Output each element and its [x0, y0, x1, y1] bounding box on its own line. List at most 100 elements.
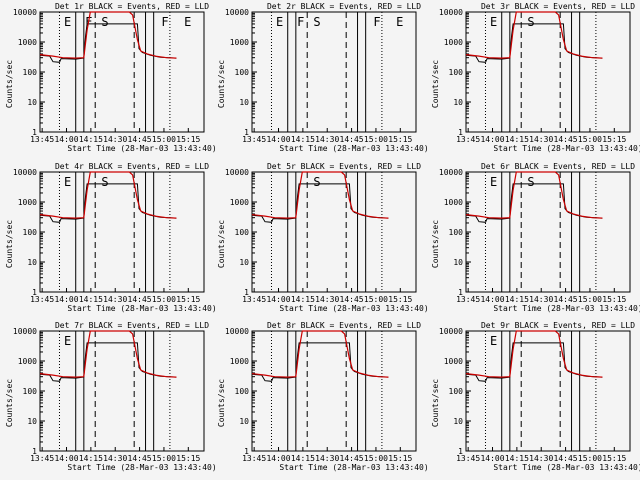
segment-letter: E [276, 15, 283, 29]
x-tick-label: 15:15 [176, 454, 200, 463]
panel-det-9: Det 9r BLACK = Events, RED = LLD 1 10 100 10… [431, 321, 640, 472]
y-tick-label: 1000 [18, 38, 37, 47]
x-tick-label: 15:15 [602, 295, 626, 304]
y-tick-label: 10000 [13, 8, 37, 17]
segment-letter: S [101, 15, 108, 29]
segment-letter: E [396, 15, 403, 29]
x-tick-label: 14:15 [79, 295, 103, 304]
panel-det-4: Det 4r BLACK = Events, RED = LLD 1 10 100 10… [5, 162, 217, 313]
x-tick-label: 13:45 [30, 295, 54, 304]
y-axis-label: Counts/sec [217, 220, 226, 268]
x-tick-label: 14:15 [505, 295, 529, 304]
y-tick-label: 10000 [439, 327, 463, 336]
y-tick-label: 1000 [444, 38, 463, 47]
x-tick-label: 14:30 [529, 295, 553, 304]
x-tick-label: 15:00 [578, 135, 602, 144]
segment-letter: E [490, 175, 497, 189]
segment-letter: F [161, 15, 168, 29]
x-tick-label: 14:30 [103, 135, 127, 144]
plot-frame [465, 171, 631, 293]
x-tick-label: 15:15 [602, 454, 626, 463]
y-axis-label: Counts/sec [5, 220, 14, 268]
segment-letter: E [184, 15, 191, 29]
y-tick-label: 10000 [13, 327, 37, 336]
y-axis-label: Counts/sec [431, 379, 440, 427]
plot-frame [39, 171, 205, 293]
y-tick-label: 10 [453, 98, 463, 107]
x-tick-label: 13:45 [242, 135, 266, 144]
y-axis-label: Counts/sec [217, 60, 226, 108]
panel-title: Det 7r BLACK = Events, RED = LLD [55, 321, 209, 330]
y-tick-label: 100 [449, 68, 464, 77]
y-axis-label: Counts/sec [5, 379, 14, 427]
x-tick-label: 13:45 [242, 454, 266, 463]
y-tick-label: 1 [32, 128, 37, 137]
segment-letter: E [64, 334, 71, 348]
y-tick-label: 100 [235, 228, 250, 237]
x-tick-label: 14:45 [128, 454, 152, 463]
panel-title: Det 9r BLACK = Events, RED = LLD [481, 321, 635, 330]
x-tick-label: 14:00 [54, 135, 78, 144]
x-tick-label: 14:30 [103, 454, 127, 463]
x-tick-label: 14:15 [291, 454, 315, 463]
x-tick-label: 14:00 [54, 295, 78, 304]
lld-series-line [251, 330, 389, 378]
x-tick-label: 13:45 [456, 135, 480, 144]
segment-letter: S [313, 15, 320, 29]
x-tick-label: 14:15 [291, 135, 315, 144]
segment-letter: E [490, 15, 497, 29]
y-tick-label: 100 [23, 228, 38, 237]
y-tick-label: 1000 [230, 198, 249, 207]
y-tick-label: 1 [458, 288, 463, 297]
y-tick-label: 100 [23, 68, 38, 77]
x-axis-label: Start Time (28-Mar-03 13:43:40) [279, 463, 428, 472]
x-tick-label: 15:00 [364, 454, 388, 463]
segment-letter: S [101, 175, 108, 189]
y-tick-label: 10000 [225, 327, 249, 336]
panel-title: Det 6r BLACK = Events, RED = LLD [481, 162, 635, 171]
x-tick-label: 13:45 [242, 295, 266, 304]
x-axis-label: Start Time (28-Mar-03 13:43:40) [493, 463, 640, 472]
lld-series-line [39, 330, 177, 378]
x-axis-label: Start Time (28-Mar-03 13:43:40) [493, 304, 640, 313]
x-tick-label: 15:00 [364, 135, 388, 144]
x-axis-label: Start Time (28-Mar-03 13:43:40) [279, 304, 428, 313]
panel-title: Det 5r BLACK = Events, RED = LLD [267, 162, 421, 171]
y-tick-label: 10 [239, 98, 249, 107]
x-tick-label: 15:15 [176, 295, 200, 304]
y-tick-label: 1 [244, 288, 249, 297]
segment-letter: S [527, 175, 534, 189]
panel-det-5: Det 5r BLACK = Events, RED = LLD 1 10 100 10… [217, 162, 429, 313]
x-tick-label: 14:30 [529, 135, 553, 144]
x-tick-label: 14:30 [529, 454, 553, 463]
y-tick-label: 1000 [444, 198, 463, 207]
plot-frame [251, 171, 417, 293]
x-tick-label: 14:00 [266, 295, 290, 304]
lld-series-line [465, 330, 603, 378]
segment-letter: S [313, 175, 320, 189]
plot-frame [39, 330, 205, 452]
y-tick-label: 10 [27, 417, 37, 426]
panel-det-6: Det 6r BLACK = Events, RED = LLD 1 10 100 10… [431, 162, 640, 313]
x-tick-label: 13:45 [456, 295, 480, 304]
x-tick-label: 14:15 [505, 135, 529, 144]
x-tick-label: 15:15 [388, 295, 412, 304]
plot-frame [251, 330, 417, 452]
x-tick-label: 13:45 [456, 454, 480, 463]
x-tick-label: 15:00 [578, 295, 602, 304]
y-tick-label: 1 [32, 288, 37, 297]
x-tick-label: 14:15 [505, 454, 529, 463]
y-tick-label: 1000 [18, 357, 37, 366]
x-tick-label: 14:00 [266, 135, 290, 144]
y-tick-label: 10000 [225, 168, 249, 177]
x-tick-label: 15:00 [152, 135, 176, 144]
x-tick-label: 15:15 [388, 135, 412, 144]
x-tick-label: 14:45 [128, 295, 152, 304]
x-axis-label: Start Time (28-Mar-03 13:43:40) [67, 304, 216, 313]
y-tick-label: 100 [449, 228, 464, 237]
y-tick-label: 1 [32, 447, 37, 456]
panel-det-1: Det 1r BLACK = Events, RED = LLD 1 10 100 10… [5, 2, 217, 153]
y-axis-label: Counts/sec [217, 379, 226, 427]
lld-series-line [465, 11, 603, 59]
